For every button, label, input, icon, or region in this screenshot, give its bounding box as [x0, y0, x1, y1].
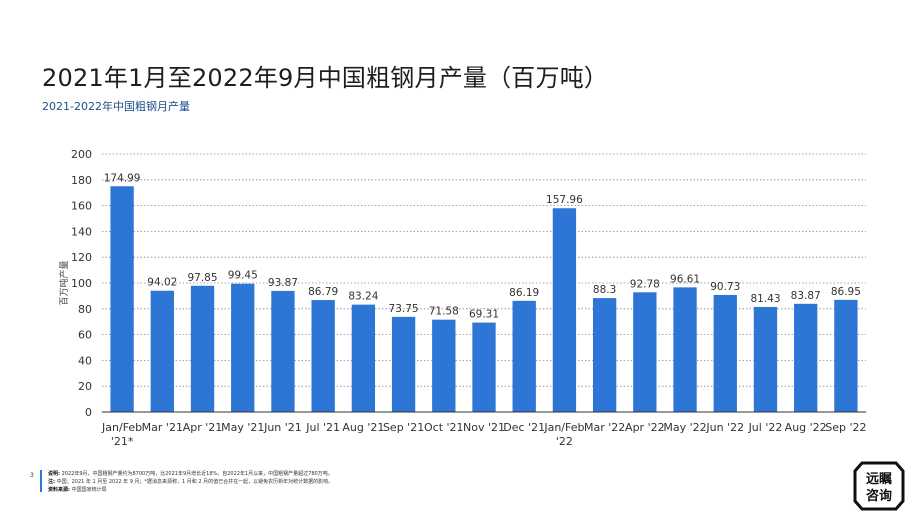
y-tick-label: 80	[78, 303, 92, 316]
y-tick-label: 120	[71, 251, 92, 264]
bar	[150, 290, 174, 412]
x-tick-label: May '22	[663, 421, 706, 434]
bar	[753, 306, 778, 412]
data-label: 96.61	[670, 273, 700, 285]
x-tick-label: Oct '21	[424, 421, 464, 434]
x-tick-label: Dec '21	[503, 421, 545, 434]
data-label: 81.43	[750, 293, 780, 305]
y-tick-label: 160	[71, 200, 92, 213]
data-label: 86.95	[831, 286, 861, 298]
data-label: 86.19	[509, 287, 539, 299]
footer-notes: 说明: 2022年9月，中国粗钢产量约为8700万吨，比2021年9月增长近18…	[48, 470, 648, 494]
bar	[271, 290, 295, 412]
data-labels: 174.99 94.02 97.85 99.45 93.87 86.79 83.24 73.7…	[104, 172, 861, 320]
footer-note-row: 说明: 2022年9月，中国粗钢产量约为8700万吨，比2021年9月增长近18…	[48, 470, 648, 478]
data-label: 69.31	[469, 309, 499, 321]
bar	[110, 186, 134, 412]
x-tick-label: Jul '22	[748, 421, 783, 434]
data-label: 97.85	[187, 272, 217, 284]
y-tick-label: 40	[78, 354, 92, 367]
bar	[552, 208, 577, 412]
data-label: 71.58	[429, 306, 459, 318]
data-label: 88.3	[593, 284, 616, 296]
x-tick-label: Sep '21	[383, 421, 424, 434]
company-logo: 远瞩 咨询	[853, 461, 905, 511]
bar	[472, 322, 496, 412]
data-label: 73.75	[389, 303, 419, 315]
data-label: 86.79	[308, 286, 338, 298]
data-label: 90.73	[710, 281, 740, 293]
y-tick-label: 140	[71, 225, 92, 238]
x-tick-label: Apr '21	[183, 421, 223, 434]
data-label: 99.45	[228, 270, 258, 282]
x-tick-label: Mar '22	[584, 421, 625, 434]
y-axis-label: 百万吨产量	[58, 260, 70, 305]
y-tick-label: 200	[71, 148, 92, 161]
footer-accent-bar	[40, 470, 42, 492]
bar	[190, 285, 215, 412]
bar	[673, 287, 697, 412]
x-tick-label: Jun '21	[263, 421, 302, 434]
bar	[512, 300, 536, 412]
remark-text: 中国；2021 年 1 月至 2022 年 9 月；*据消息来源称，1 月和 2…	[56, 479, 334, 485]
y-tick-label: 0	[85, 406, 92, 419]
x-tick-label: Mar '21	[142, 421, 183, 434]
x-tick-label: Apr '22	[625, 421, 665, 434]
x-tick-label: Jan/Feb '22	[543, 421, 584, 448]
data-label: 94.02	[147, 277, 177, 289]
bars	[110, 186, 858, 412]
page-title: 2021年1月至2022年9月中国粗钢月产量（百万吨）	[42, 64, 609, 92]
x-tick-label: May '21	[221, 421, 264, 434]
data-label: 174.99	[104, 172, 141, 184]
page-number: 3	[30, 472, 34, 479]
logo-text-top: 远瞩	[866, 472, 892, 487]
bar	[311, 300, 335, 412]
note-label: 说明:	[48, 471, 60, 477]
remark-label: 注:	[48, 479, 55, 485]
data-label: 157.96	[546, 194, 583, 206]
bar-chart: 0 20 40 60 80 100 120 140 160 180 200 174.99 94.02 9…	[58, 148, 867, 448]
x-tick-label: Nov '21	[463, 421, 505, 434]
bar	[432, 319, 456, 412]
source-text: 中国国家统计局	[71, 487, 107, 493]
x-tick-label: Aug '21	[342, 421, 384, 434]
bar	[351, 304, 376, 412]
y-tick-label: 60	[78, 329, 92, 342]
bar	[592, 298, 617, 412]
x-tick-label: Jan/Feb '21*	[101, 421, 142, 448]
y-tick-label: 180	[71, 174, 92, 187]
page-subtitle: 2021-2022年中国粗钢月产量	[42, 100, 190, 113]
bar	[633, 292, 657, 412]
note-text: 2022年9月，中国粗钢产量约为8700万吨，比2021年9月增长近18%。自2…	[61, 471, 333, 477]
y-axis-ticks: 0 20 40 60 80 100 120 140 160 180 200	[71, 148, 92, 419]
x-tick-label: Jul '21	[305, 421, 340, 434]
bar	[794, 303, 818, 412]
footer-remark-row: 注: 中国；2021 年 1 月至 2022 年 9 月；*据消息来源称，1 月…	[48, 478, 648, 486]
data-label: 92.78	[630, 278, 660, 290]
logo-text-bottom: 咨询	[866, 488, 892, 504]
x-tick-label: Aug '22	[785, 421, 827, 434]
x-tick-label: Jun '22	[705, 421, 744, 434]
data-label: 93.87	[268, 277, 298, 289]
data-label: 83.87	[791, 290, 821, 302]
bar	[391, 316, 416, 412]
x-tick-label: Sep '22	[825, 421, 866, 434]
bar	[834, 299, 858, 412]
bar	[231, 283, 255, 412]
y-tick-label: 100	[71, 277, 92, 290]
y-tick-label: 20	[78, 380, 92, 393]
source-label: 资料来源:	[48, 487, 70, 493]
footer-source-row: 资料来源: 中国国家统计局	[48, 486, 648, 494]
data-label: 83.24	[348, 291, 378, 303]
bar	[713, 294, 737, 412]
